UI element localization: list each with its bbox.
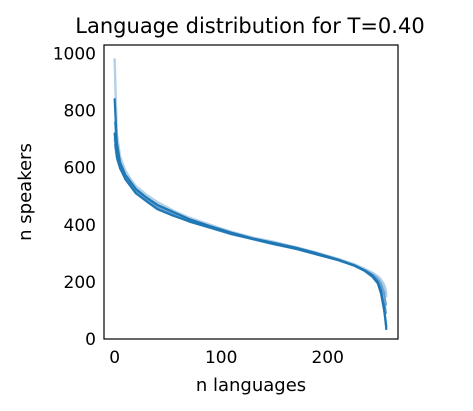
series-line-4 (113, 144, 388, 315)
series-layer (113, 58, 388, 331)
x-axis: 0 100 200 (109, 348, 344, 368)
axes-frame (103, 44, 399, 340)
x-tick-label: 0 (109, 348, 120, 368)
y-tick-label: 1000 (53, 45, 96, 65)
y-axis: 0 200 400 600 800 1000 (53, 45, 96, 350)
x-axis-label: n languages (196, 375, 306, 396)
series-line-3 (113, 121, 388, 306)
series-line-6 (113, 132, 388, 328)
y-tick-label: 200 (64, 273, 96, 293)
x-tick-label: 200 (311, 348, 343, 368)
y-tick-label: 0 (85, 330, 96, 350)
y-tick-label: 400 (64, 216, 96, 236)
chart-title: Language distribution for T=0.40 (75, 14, 424, 38)
series-line-2 (113, 137, 388, 295)
y-axis-label: n speakers (15, 143, 36, 241)
y-tick-label: 800 (64, 102, 96, 122)
series-line-5 (113, 98, 388, 331)
x-tick-label: 100 (205, 348, 237, 368)
y-tick-label: 600 (64, 159, 96, 179)
